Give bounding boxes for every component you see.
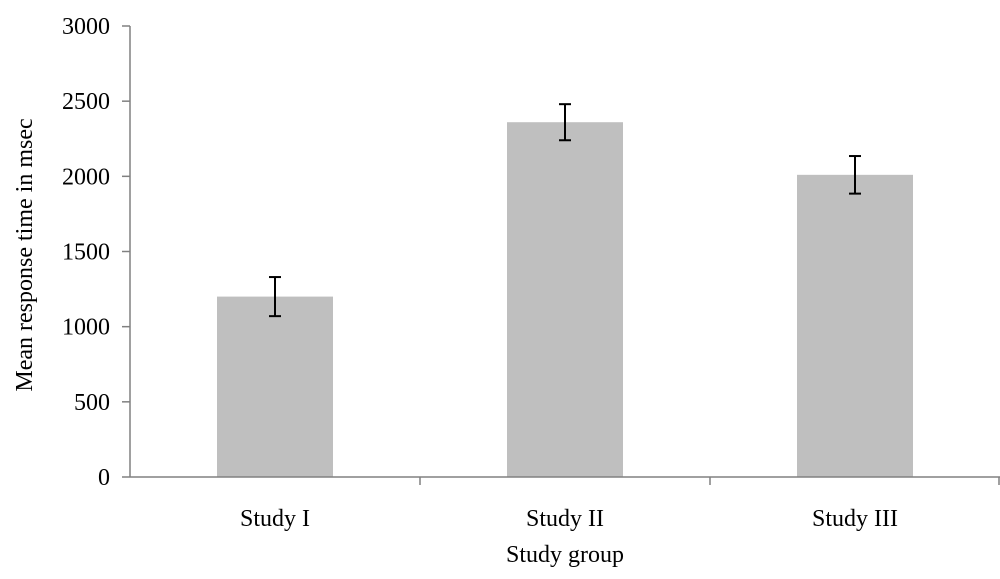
y-axis-title: Mean response time in msec [12, 118, 38, 391]
y-tick-label: 500 [74, 390, 110, 416]
x-axis-title: Study group [506, 542, 624, 568]
bar-2 [507, 122, 623, 478]
bars-layer [217, 122, 913, 478]
axes-layer [122, 25, 1000, 485]
x-tick-label: Study II [526, 506, 604, 532]
bar-3 [797, 174, 913, 477]
y-tick-label: 2500 [62, 89, 110, 115]
y-tick-label: 0 [98, 465, 110, 491]
y-tick-label: 2000 [62, 164, 110, 190]
error-bars-layer [269, 103, 861, 318]
y-tick-label: 3000 [62, 14, 110, 40]
x-tick-label: Study I [240, 506, 310, 532]
labels-layer: Mean response time in msec Study group S… [12, 14, 898, 568]
y-tick-label: 1500 [62, 240, 110, 266]
bar-1 [217, 296, 333, 477]
y-tick-label: 1000 [62, 315, 110, 341]
x-tick-label: Study III [812, 506, 898, 532]
